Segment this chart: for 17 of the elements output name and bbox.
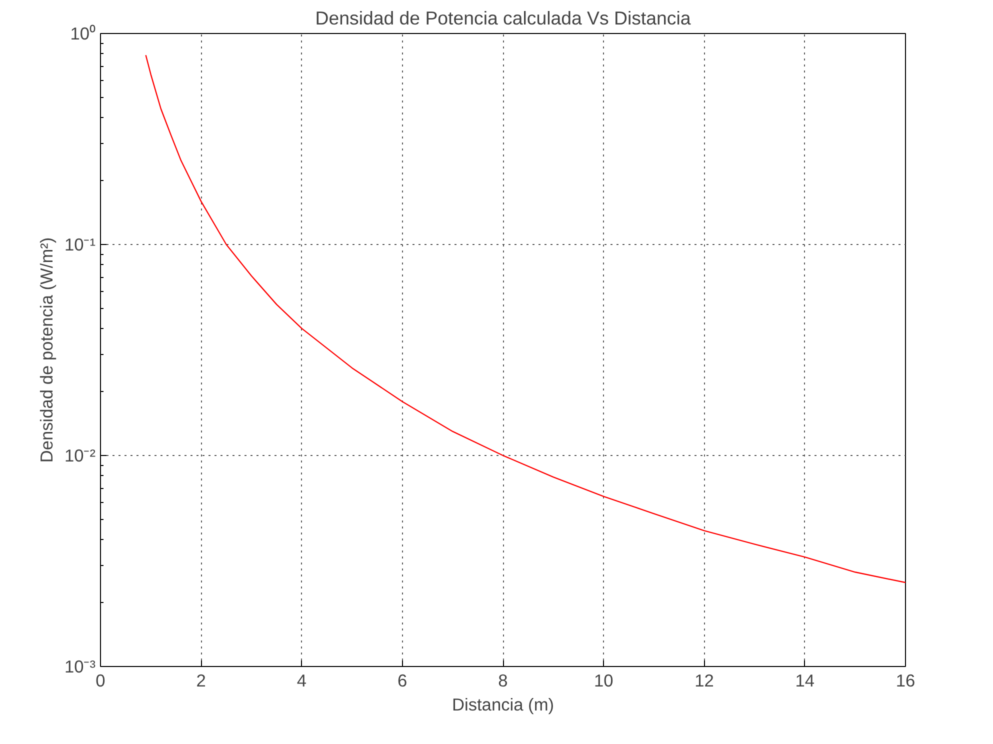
y-tick-label: 10⁰ [70,24,96,44]
chart-title: Densidad de Potencia calculada Vs Distancia [315,8,692,28]
x-tick-label: 16 [896,670,916,690]
y-tick-label: 10⁻² [64,446,96,466]
x-tick-label: 2 [196,670,206,690]
x-tick-label: 8 [498,670,508,690]
x-axis-title: Distancia (m) [452,694,554,714]
line-series [145,54,906,584]
x-tick-label: 14 [795,670,815,690]
x-tick-label: 0 [96,670,106,690]
x-tick-label: 6 [398,670,408,690]
x-tick-label: 4 [296,670,307,690]
y-axis-title: Densidad de potencia (W/m²) [36,237,56,463]
y-tick-label: 10⁻³ [64,656,96,676]
y-tick-label: 10⁻¹ [64,234,96,254]
x-tick-label: 10 [594,670,614,690]
x-tick-label: 12 [694,670,714,690]
